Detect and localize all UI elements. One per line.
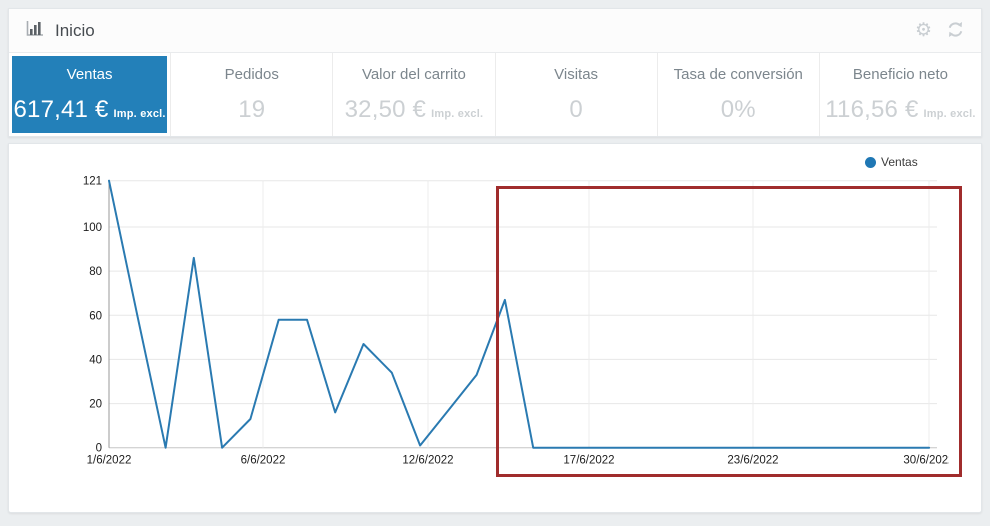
kpi-tile-cell: Visitas 0 [496,53,658,136]
refresh-button[interactable] [946,20,965,41]
kpi-tile-value-number: 0% [720,96,756,123]
ventas-line-series [108,179,931,449]
kpi-tile-value-number: 0 [569,96,583,123]
kpi-tile-pedidos[interactable]: Pedidos 19 [174,56,329,133]
svg-text:30/6/2022: 30/6/2022 [903,455,949,467]
kpi-tile-cell: Ventas 617,41 € Imp. excl. [9,53,172,136]
kpi-tile-value: 0 [569,96,583,124]
kpi-tile-value: 0% [721,96,756,124]
kpi-tiles-row: Ventas 617,41 € Imp. excl. Pedidos 19 Valor d… [9,53,981,136]
y-axis-tick-labels: 0 20 40 60 80 100 121 [83,176,102,455]
refresh-icon [946,21,965,42]
kpi-tile-label: Beneficio neto [852,66,948,83]
svg-text:80: 80 [89,266,102,278]
page-title: Inicio [55,20,95,40]
svg-text:17/6/2022: 17/6/2022 [563,455,614,467]
sales-chart-panel: Ventas 0 20 40 60 80 100 121 1/6/2022 6/6/2022 12… [8,143,982,513]
kpi-tile-label: Ventas [66,66,113,83]
kpi-tile-value: 617,41 € Imp. excl. [14,96,166,124]
gridlines [109,180,937,449]
kpi-tile-label: Tasa de conversión [673,66,803,83]
svg-text:0: 0 [96,443,102,455]
kpi-tile-label: Visitas [554,66,599,83]
page-header: Inicio ⚙ [9,9,981,53]
header-actions: ⚙ [915,20,965,41]
kpi-tile-value-number: 116,56 € [825,96,919,123]
kpi-tile-valor-del-carrito[interactable]: Valor del carrito 32,50 € Imp. excl. [336,56,491,133]
kpi-tile-value-number: 32,50 € [344,96,427,123]
kpi-tile-value-number: 19 [238,96,266,123]
kpi-tile-cell: Pedidos 19 [171,53,334,136]
svg-text:60: 60 [89,310,102,322]
sales-line-chart[interactable]: 0 20 40 60 80 100 121 1/6/2022 6/6/2022 12/6/2022… [9,144,949,484]
kpi-tile-tasa-de-conversi-n[interactable]: Tasa de conversión 0% [661,56,816,133]
kpi-tile-tax-suffix: Imp. excl. [431,108,484,120]
svg-text:40: 40 [89,354,102,366]
kpi-tile-tax-suffix: Imp. excl. [113,108,166,120]
kpi-tile-ventas[interactable]: Ventas 617,41 € Imp. excl. [12,56,168,133]
svg-text:1/6/2022: 1/6/2022 [87,455,132,467]
kpi-tile-value: 19 [238,96,265,124]
settings-button[interactable]: ⚙ [915,21,932,40]
kpi-tile-value: 32,50 € Imp. excl. [345,96,484,124]
kpi-tile-label: Valor del carrito [361,66,466,83]
kpi-tile-cell: Beneficio neto 116,56 € Imp. excl. [820,53,981,136]
kpi-tile-cell: Valor del carrito 32,50 € Imp. excl. [333,53,496,136]
svg-text:12/6/2022: 12/6/2022 [402,455,453,467]
kpi-tile-tax-suffix: Imp. excl. [923,108,976,120]
kpi-tile-value-number: 617,41 € [13,96,109,123]
dashboard-top-panel: Inicio ⚙ Ventas 617,41 € Imp. excl. Pedidos… [8,8,982,137]
svg-text:23/6/2022: 23/6/2022 [727,455,778,467]
kpi-tile-label: Pedidos [224,66,279,83]
kpi-tile-visitas[interactable]: Visitas 0 [499,56,654,133]
legend-label: Ventas [881,155,918,169]
legend-dot-icon [865,156,876,168]
kpi-tile-beneficio-neto[interactable]: Beneficio neto 116,56 € Imp. excl. [823,56,978,133]
svg-text:6/6/2022: 6/6/2022 [241,455,286,467]
kpi-tile-cell: Tasa de conversión 0% [658,53,820,136]
bar-chart-icon [25,20,45,42]
gear-icon: ⚙ [914,19,932,41]
kpi-tile-value: 116,56 € Imp. excl. [825,96,975,124]
legend: Ventas [865,155,918,169]
svg-text:20: 20 [89,399,102,411]
svg-text:121: 121 [83,176,102,188]
svg-text:100: 100 [83,222,102,234]
x-axis-tick-labels: 1/6/2022 6/6/2022 12/6/2022 17/6/2022 23/6/2… [87,455,949,467]
